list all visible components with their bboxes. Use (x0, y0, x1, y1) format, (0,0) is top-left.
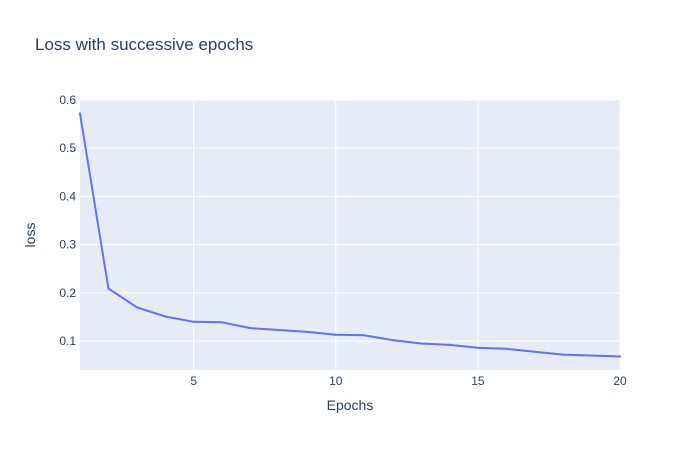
x-axis-label: Epochs (327, 397, 374, 413)
data-point (334, 333, 337, 336)
data-point (562, 353, 565, 356)
x-tick-label: 10 (329, 374, 343, 388)
y-gridlines (80, 99, 620, 342)
data-point (476, 346, 479, 349)
data-point (192, 320, 195, 323)
loss-series-points (79, 112, 621, 358)
data-point (135, 306, 138, 309)
data-point (505, 347, 508, 350)
data-point (306, 330, 309, 333)
data-point (619, 355, 621, 358)
x-tick-label: 15 (471, 374, 485, 388)
data-point (277, 328, 280, 331)
data-point (533, 350, 536, 353)
series-layer (79, 112, 621, 358)
chart-title: Loss with successive epochs (35, 35, 253, 54)
y-tick-label: 0.5 (59, 141, 76, 155)
data-point (79, 112, 81, 115)
y-tick-label: 0.1 (59, 334, 76, 348)
y-tick-label: 0.6 (59, 93, 76, 107)
data-point (164, 315, 167, 318)
data-point (107, 287, 110, 290)
plot-area (80, 100, 620, 370)
data-point (448, 343, 451, 346)
data-point (363, 334, 366, 337)
data-point (590, 354, 593, 357)
x-gridlines (193, 100, 621, 370)
y-axis-label: loss (22, 223, 38, 248)
y-tick-label: 0.2 (59, 286, 76, 300)
y-tick-label: 0.3 (59, 238, 76, 252)
data-point (420, 342, 423, 345)
x-tick-label: 5 (190, 374, 197, 388)
loss-series-line (79, 112, 621, 358)
x-tick-label: 20 (613, 374, 627, 388)
data-point (249, 327, 252, 330)
x-axis-ticks: 5 10 15 20 (190, 374, 627, 388)
y-axis-ticks: 0.1 0.2 0.3 0.4 0.5 0.6 (59, 93, 76, 348)
y-tick-label: 0.4 (59, 189, 76, 203)
data-point (391, 339, 394, 342)
data-point (221, 321, 224, 324)
